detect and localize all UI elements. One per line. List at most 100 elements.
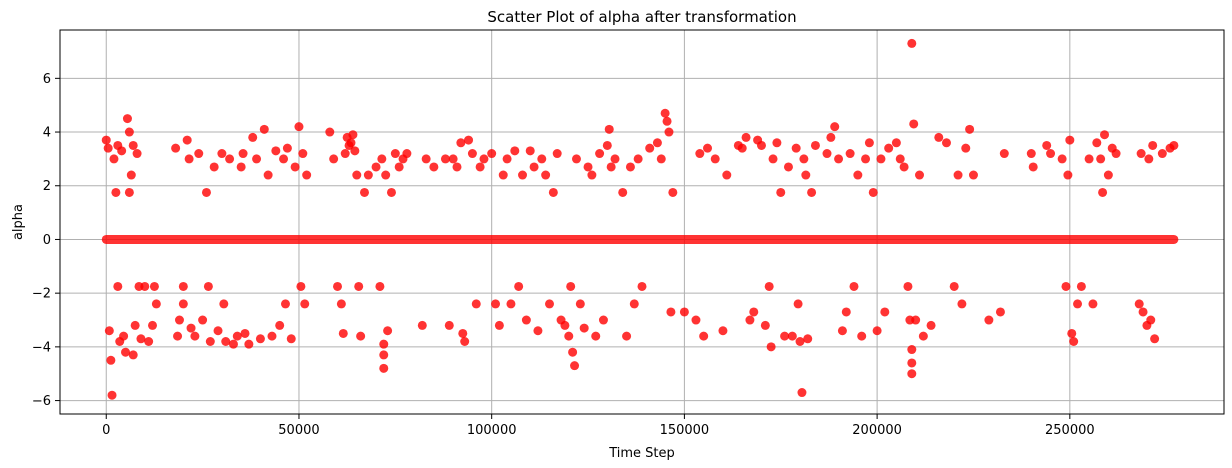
data-point — [598, 315, 608, 325]
data-point — [1103, 170, 1113, 180]
data-point — [965, 124, 975, 134]
data-point — [1096, 154, 1106, 164]
data-point — [749, 307, 759, 317]
y-tick-label: −4 — [32, 340, 51, 355]
data-point — [961, 143, 971, 153]
data-point — [356, 331, 366, 341]
data-point — [221, 336, 231, 346]
data-point — [336, 299, 346, 309]
data-point — [864, 138, 874, 148]
data-point — [140, 281, 150, 291]
y-tick-label: −6 — [32, 394, 51, 409]
data-point — [252, 154, 262, 164]
data-point — [122, 114, 132, 124]
data-point — [402, 149, 412, 159]
data-point — [126, 170, 136, 180]
data-point — [907, 358, 917, 368]
data-point — [244, 339, 254, 349]
data-point — [880, 307, 890, 317]
x-axis-title: Time Step — [608, 446, 675, 461]
data-point — [583, 162, 593, 172]
data-point — [101, 135, 111, 145]
data-point — [699, 331, 709, 341]
data-point — [298, 149, 308, 159]
data-point — [891, 138, 901, 148]
data-point — [560, 320, 570, 330]
data-point — [379, 350, 389, 360]
data-point — [737, 143, 747, 153]
data-point — [467, 149, 477, 159]
y-tick-label: −2 — [32, 287, 51, 302]
data-point — [776, 187, 786, 197]
data-point — [352, 170, 362, 180]
data-point — [1148, 140, 1158, 150]
data-point — [604, 124, 614, 134]
data-point — [117, 146, 127, 156]
data-point — [240, 328, 250, 338]
data-point — [103, 143, 113, 153]
data-point — [907, 345, 917, 355]
data-point — [807, 187, 817, 197]
data-point — [575, 299, 585, 309]
data-point — [171, 143, 181, 153]
data-point — [236, 162, 246, 172]
data-point — [629, 299, 639, 309]
data-point — [144, 336, 154, 346]
data-point — [872, 326, 882, 336]
x-tick-label: 150000 — [660, 423, 710, 438]
data-point — [394, 162, 404, 172]
data-point — [1026, 149, 1036, 159]
data-point — [333, 281, 343, 291]
data-point — [745, 315, 755, 325]
y-tick-label: 2 — [43, 179, 51, 194]
data-point — [764, 281, 774, 291]
data-point — [1150, 334, 1160, 344]
data-point — [174, 315, 184, 325]
data-point — [217, 149, 227, 159]
data-point — [830, 122, 840, 132]
data-point — [579, 323, 589, 333]
data-point — [591, 331, 601, 341]
data-point — [895, 154, 905, 164]
data-point — [595, 149, 605, 159]
data-point — [529, 162, 539, 172]
data-point — [1076, 281, 1086, 291]
data-point — [533, 326, 543, 336]
data-point — [695, 149, 705, 159]
data-point — [652, 138, 662, 148]
data-point — [219, 299, 229, 309]
x-tick-label: 200000 — [852, 423, 902, 438]
data-point — [934, 132, 944, 142]
data-point — [124, 187, 134, 197]
data-point — [766, 342, 776, 352]
data-point — [645, 143, 655, 153]
data-point — [984, 315, 994, 325]
data-point — [329, 154, 339, 164]
data-point — [359, 187, 369, 197]
data-point — [194, 149, 204, 159]
data-point — [926, 320, 936, 330]
x-tick-label: 50000 — [278, 423, 319, 438]
data-point — [618, 187, 628, 197]
data-point — [662, 116, 672, 126]
data-point — [544, 299, 554, 309]
data-point — [803, 334, 813, 344]
data-point — [822, 149, 832, 159]
data-point — [124, 127, 134, 137]
data-point — [1146, 315, 1156, 325]
data-point — [178, 281, 188, 291]
x-tick-label: 0 — [102, 423, 110, 438]
data-point — [379, 339, 389, 349]
data-point — [656, 154, 666, 164]
data-point — [375, 281, 385, 291]
data-point — [999, 149, 1009, 159]
data-point — [300, 299, 310, 309]
data-point — [255, 334, 265, 344]
data-point — [1061, 281, 1071, 291]
data-point — [787, 331, 797, 341]
data-point — [248, 132, 258, 142]
data-point — [487, 149, 497, 159]
data-point — [853, 170, 863, 180]
data-point — [606, 162, 616, 172]
data-point — [350, 146, 360, 156]
